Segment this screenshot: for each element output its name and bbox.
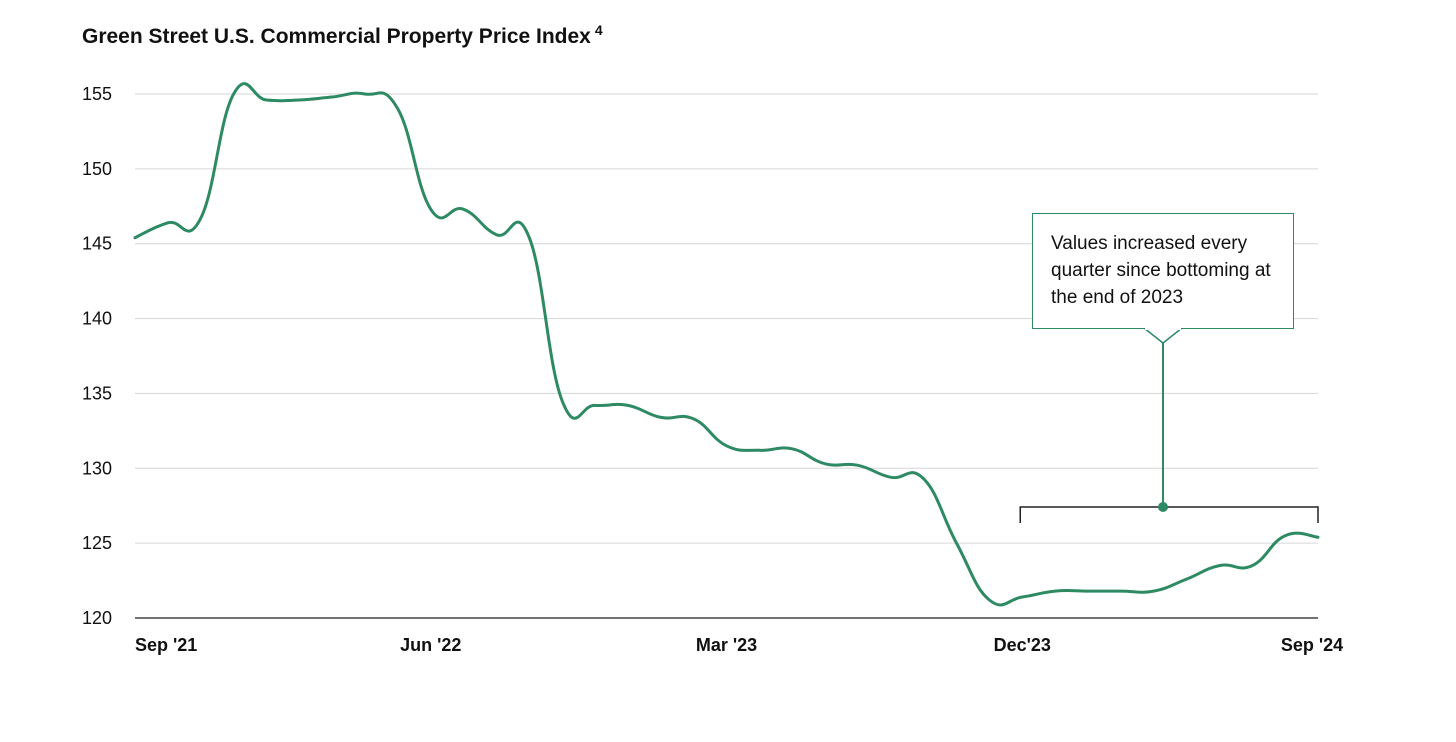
y-tick-label: 135: [82, 383, 112, 403]
x-tick-label: Dec'23: [994, 635, 1051, 655]
x-axis-ticks: Sep '21 Jun '22 Mar '23 Dec'23 Sep '24: [135, 635, 1343, 655]
annotation-bracket: [1019, 506, 1319, 523]
chart-title: Green Street U.S. Commercial Property Pr…: [82, 22, 603, 49]
y-tick-label: 155: [82, 84, 112, 104]
x-tick-label: Jun '22: [400, 635, 461, 655]
y-tick-label: 145: [82, 234, 112, 254]
y-tick-label: 125: [82, 533, 112, 553]
callout-pointer: [1143, 327, 1183, 344]
x-tick-label: Sep '21: [135, 635, 197, 655]
annotation-bracket-group: [1019, 327, 1319, 523]
grid-lines: [135, 93, 1318, 619]
y-tick-label: 130: [82, 458, 112, 478]
series-group: [133, 82, 1320, 607]
x-tick-label: Sep '24: [1281, 635, 1343, 655]
chart-title-footnote: 4: [594, 22, 603, 38]
y-axis-ticks: 155 150 145 140 135 130 125 120: [82, 84, 112, 628]
annotation-dot: [1158, 502, 1168, 512]
y-tick-label: 140: [82, 309, 112, 329]
x-tick-label: Mar '23: [696, 635, 757, 655]
y-tick-label: 120: [82, 608, 112, 628]
series-line: [133, 82, 1320, 607]
y-tick-label: 150: [82, 159, 112, 179]
chart-title-text: Green Street U.S. Commercial Property Pr…: [82, 25, 591, 48]
annotation-callout: Values increased every quarter since bot…: [1032, 213, 1294, 330]
